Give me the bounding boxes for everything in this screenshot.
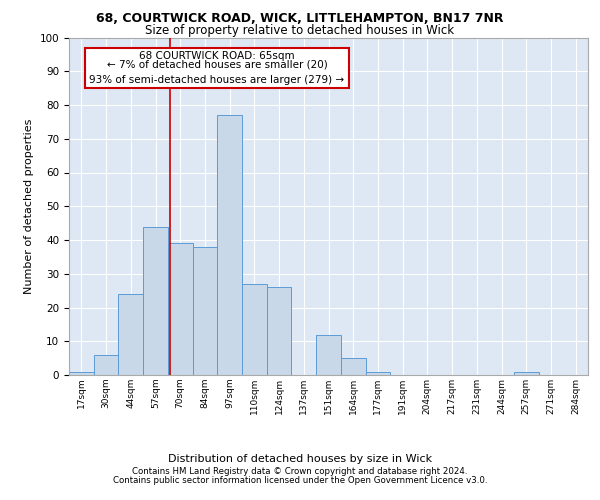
- Y-axis label: Number of detached properties: Number of detached properties: [24, 118, 34, 294]
- Bar: [143, 226, 168, 375]
- Bar: [193, 246, 217, 375]
- Text: Distribution of detached houses by size in Wick: Distribution of detached houses by size …: [168, 454, 432, 464]
- Text: ← 7% of detached houses are smaller (20): ← 7% of detached houses are smaller (20): [107, 60, 327, 70]
- Text: Contains public sector information licensed under the Open Government Licence v3: Contains public sector information licen…: [113, 476, 487, 485]
- Bar: [316, 334, 341, 375]
- Bar: [514, 372, 539, 375]
- Bar: [69, 372, 94, 375]
- Bar: [217, 115, 242, 375]
- Text: 93% of semi-detached houses are larger (279) →: 93% of semi-detached houses are larger (…: [89, 74, 344, 85]
- Text: 68, COURTWICK ROAD, WICK, LITTLEHAMPTON, BN17 7NR: 68, COURTWICK ROAD, WICK, LITTLEHAMPTON,…: [96, 12, 504, 26]
- Bar: [267, 287, 292, 375]
- Bar: [365, 372, 390, 375]
- Bar: [94, 355, 118, 375]
- Bar: [242, 284, 267, 375]
- Bar: [118, 294, 143, 375]
- FancyBboxPatch shape: [85, 48, 349, 88]
- Text: 68 COURTWICK ROAD: 65sqm: 68 COURTWICK ROAD: 65sqm: [139, 51, 295, 61]
- Text: Size of property relative to detached houses in Wick: Size of property relative to detached ho…: [145, 24, 455, 37]
- Bar: [341, 358, 365, 375]
- Text: Contains HM Land Registry data © Crown copyright and database right 2024.: Contains HM Land Registry data © Crown c…: [132, 467, 468, 476]
- Bar: [168, 244, 193, 375]
